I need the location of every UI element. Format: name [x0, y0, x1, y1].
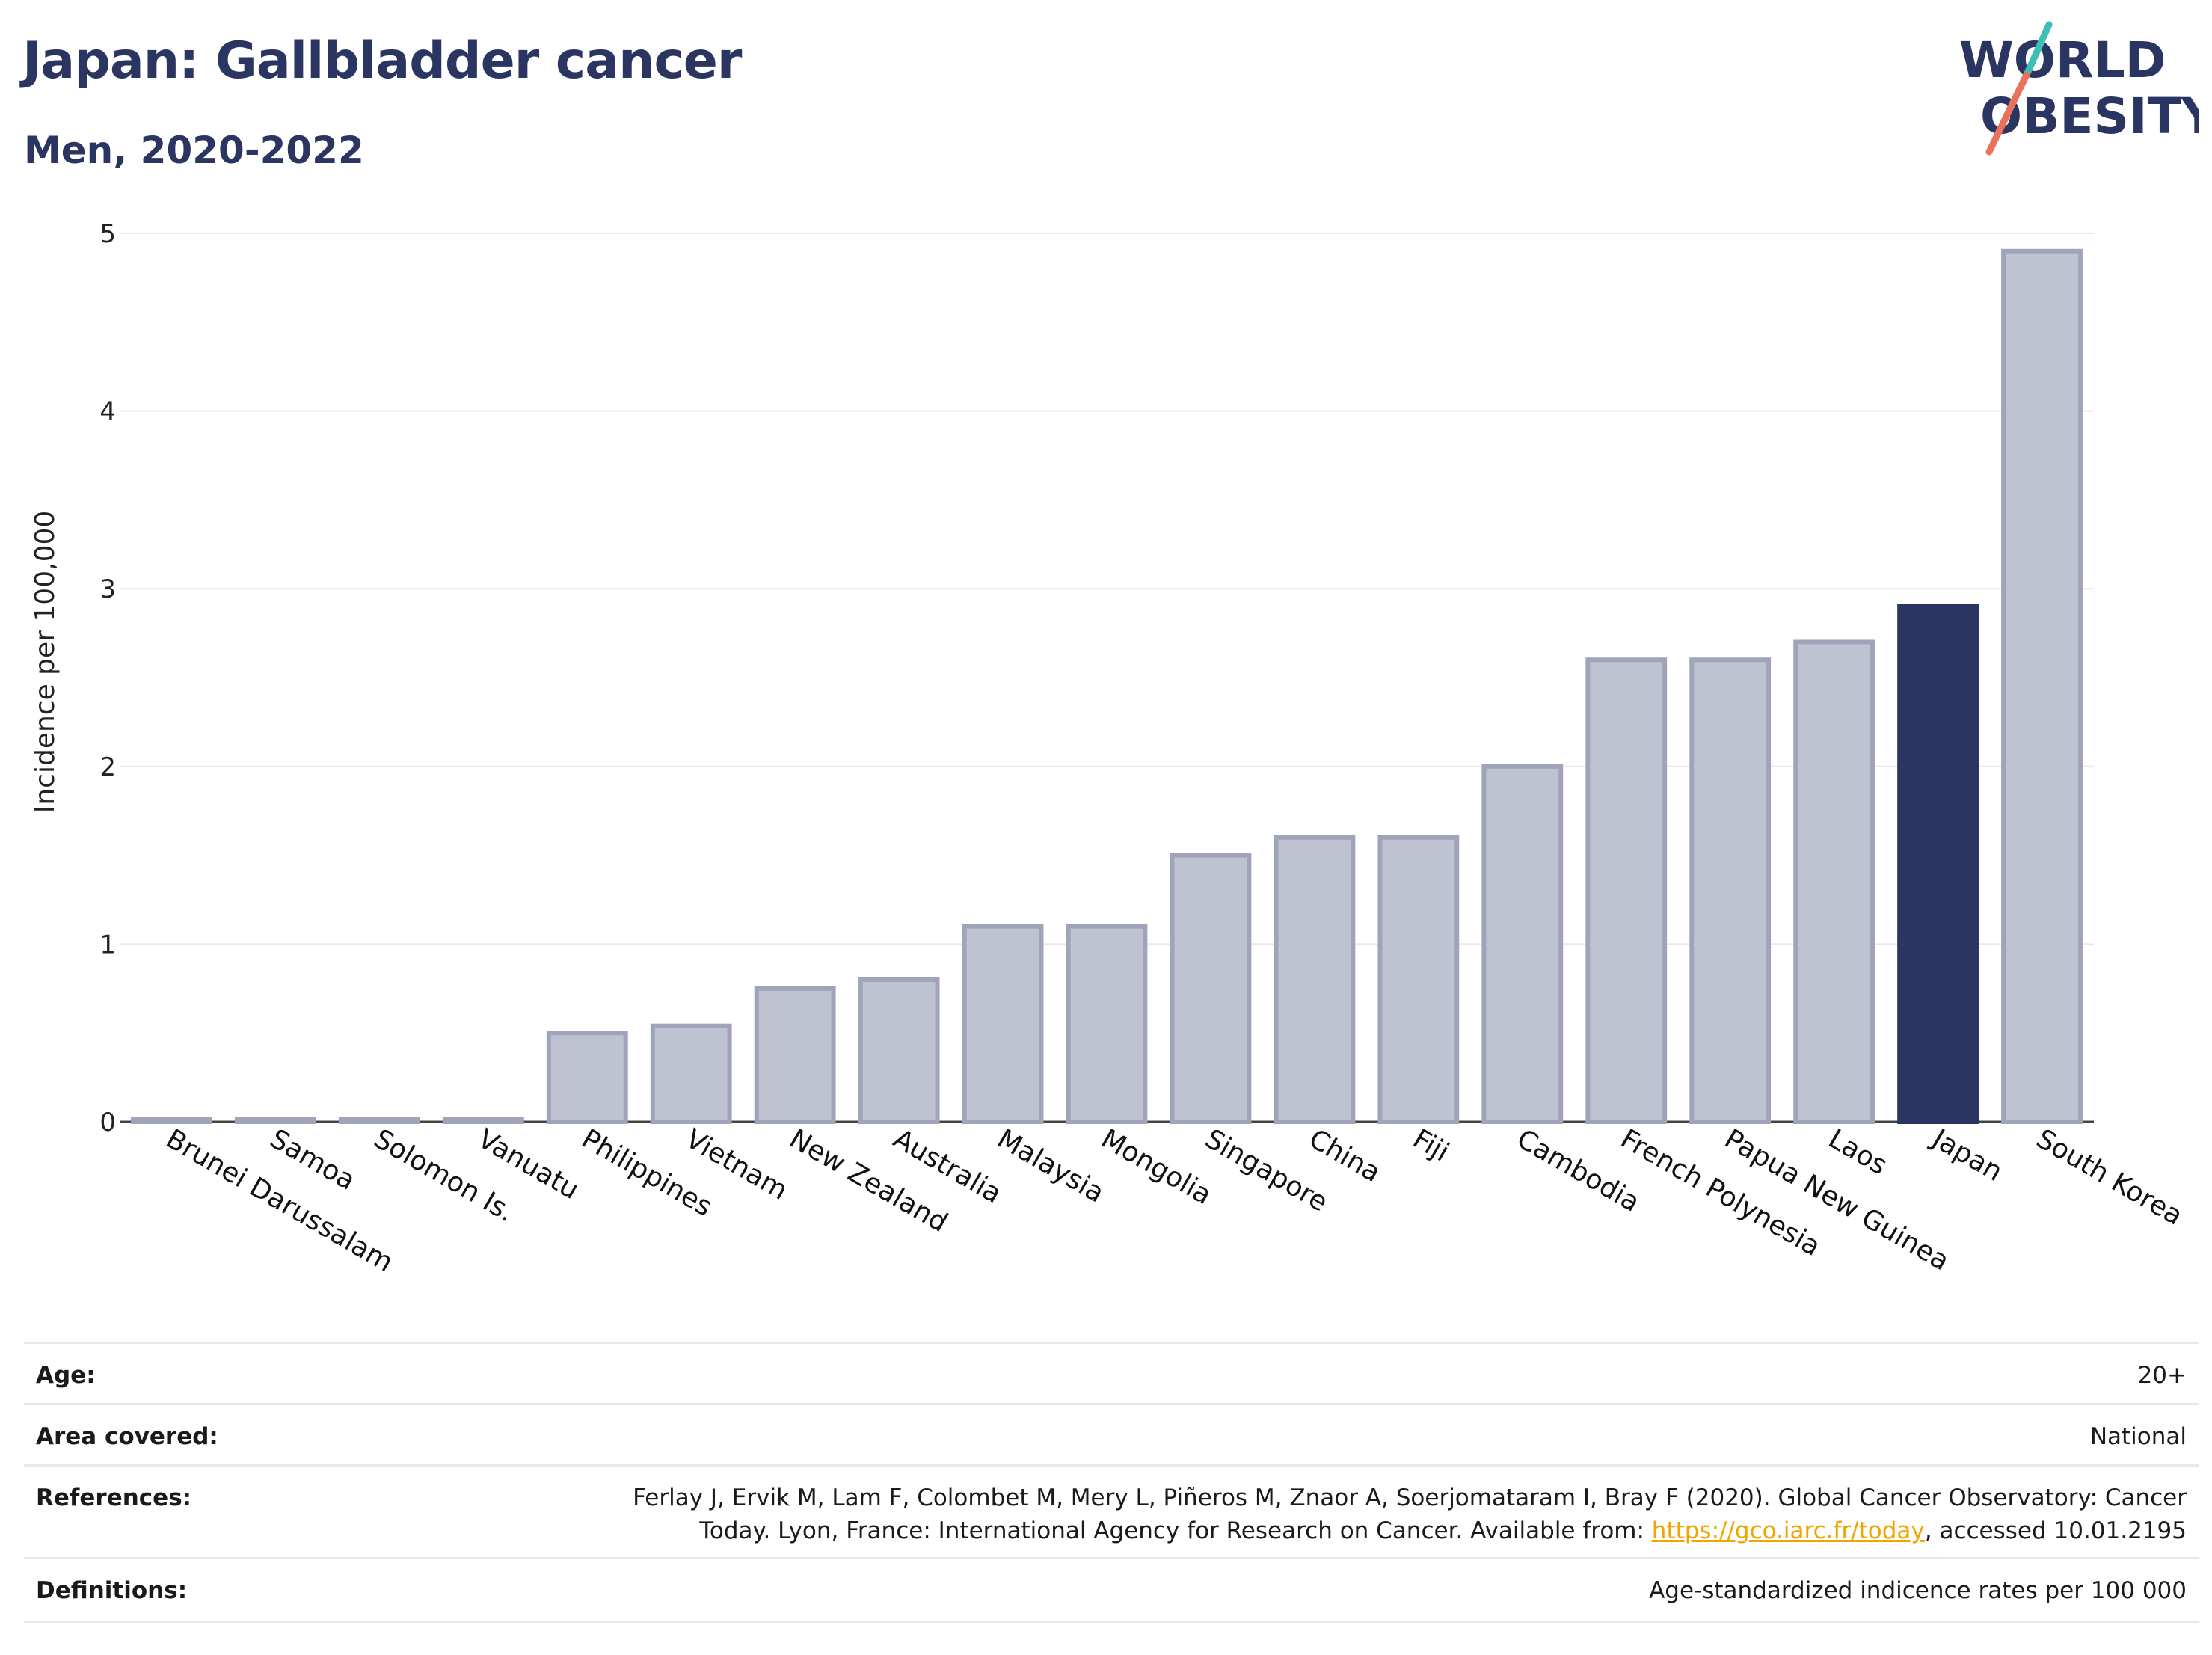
y-tick-labels: 0 1 2 3 4 5: [99, 219, 116, 1137]
references-value: Ferlay J, Ervik M, Lam F, Colombet M, Me…: [633, 1481, 2187, 1547]
bar-french-polynesia: [1585, 657, 1668, 1124]
bar-singapore: [1170, 853, 1252, 1124]
references-line2-post: , accessed 10.01.2195: [1924, 1517, 2187, 1544]
bar-papua-new-guinea: [1689, 657, 1772, 1124]
bar-philippines: [546, 1031, 628, 1124]
y-tick-label: 1: [99, 930, 116, 959]
age-label: Age:: [36, 1362, 96, 1389]
references-line2-pre: Today. Lyon, France: International Agenc…: [699, 1517, 1652, 1544]
bar-malaysia: [962, 924, 1044, 1124]
chart-title: Japan: Gallbladder cancer: [22, 31, 742, 90]
bar-japan: [1897, 604, 1979, 1124]
info-row-area: Area covered: National: [24, 1403, 2199, 1467]
y-tick-label: 3: [99, 574, 116, 604]
bar-australia: [858, 977, 940, 1125]
bar-vanuatu: [442, 1117, 524, 1124]
bar-brunei-darussalam: [131, 1117, 212, 1124]
y-axis-label: Incidence per 100,000: [30, 511, 61, 814]
logo-slash-coral: [1985, 71, 2030, 156]
logo-slash-teal: [2023, 21, 2053, 79]
chart-subtitle: Men, 2020-2022: [24, 129, 364, 172]
bar-mongolia: [1066, 924, 1148, 1124]
x-tick-label: South Korea: [2031, 1123, 2187, 1232]
x-tick-label: Laos: [1823, 1123, 1892, 1181]
info-row-references: References: Ferlay J, Ervik M, Lam F, Co…: [24, 1464, 2199, 1559]
area-value: National: [2089, 1423, 2187, 1450]
x-tick-label: China: [1303, 1123, 1386, 1188]
bar-china: [1274, 835, 1356, 1124]
info-row-definitions: Definitions: Age-standardized indicence …: [24, 1557, 2199, 1623]
logo-line1: WORLD: [1959, 31, 2166, 89]
bar-south-korea: [2001, 248, 2083, 1124]
bars: [131, 248, 2083, 1125]
bar-vietnam: [650, 1023, 732, 1125]
x-tick-label: Malaysia: [992, 1123, 1110, 1209]
x-tick-label: Japan: [1926, 1123, 2007, 1188]
y-tick-label: 0: [99, 1108, 116, 1137]
bar-fiji: [1377, 835, 1460, 1124]
x-tick-label: Fiji: [1407, 1123, 1454, 1168]
bar-samoa: [235, 1117, 316, 1124]
references-line2: Today. Lyon, France: International Agenc…: [633, 1514, 2187, 1547]
bar-solomon-is-: [338, 1117, 420, 1124]
world-obesity-logo: WORLD OBESITY: [1959, 21, 2199, 156]
bar-new-zealand: [754, 986, 836, 1125]
area-label: Area covered:: [36, 1423, 218, 1450]
definitions-label: Definitions:: [36, 1577, 188, 1604]
y-tick-label: 5: [99, 219, 116, 249]
bar-cambodia: [1481, 764, 1564, 1125]
definitions-value: Age-standardized indicence rates per 100…: [1649, 1577, 2187, 1604]
info-row-age: Age: 20+: [24, 1342, 2199, 1405]
x-tick-label: Mongolia: [1096, 1123, 1217, 1211]
y-tick-label: 4: [99, 397, 116, 427]
bar-laos: [1793, 639, 1875, 1124]
age-value: 20+: [2137, 1362, 2187, 1389]
references-link[interactable]: https://gco.iarc.fr/today: [1651, 1517, 1925, 1544]
references-line1: Ferlay J, Ervik M, Lam F, Colombet M, Me…: [633, 1484, 2187, 1511]
y-tick-label: 2: [99, 752, 116, 782]
references-label: References:: [36, 1484, 192, 1511]
